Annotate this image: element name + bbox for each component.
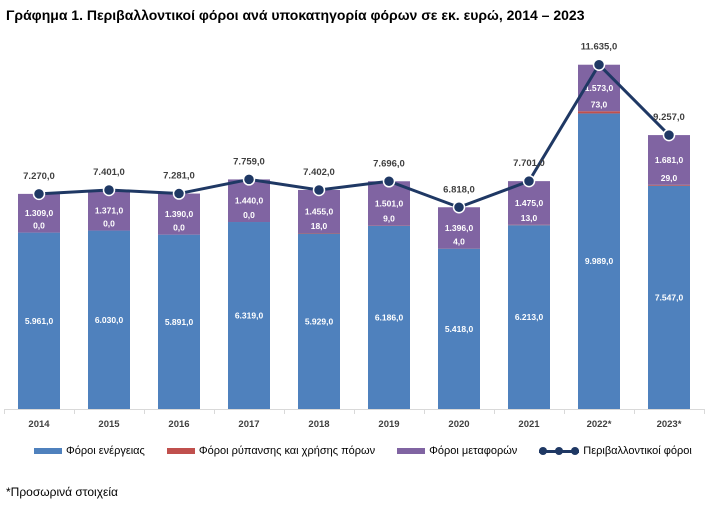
total-point bbox=[32, 187, 46, 201]
pollution-value-label: 4,0 bbox=[453, 237, 465, 247]
total-point bbox=[382, 175, 396, 188]
legend-item-transport: Φόροι μεταφορών bbox=[397, 445, 517, 457]
transport-value-label: 1.440,0 bbox=[235, 196, 264, 206]
stacked-bar-chart: 5.961,0 0,0 1.309,0 2014 6.030,0 0,0 1.371,0 20… bbox=[4, 42, 705, 430]
bar-segment bbox=[508, 225, 550, 409]
total-point bbox=[102, 183, 116, 197]
total-point bbox=[592, 58, 606, 71]
x-tick-label: 2023* bbox=[657, 419, 682, 430]
energy-value-label: 9.989,0 bbox=[585, 256, 614, 266]
total-value-label: 6.818,0 bbox=[443, 184, 475, 195]
energy-value-label: 5.929,0 bbox=[305, 316, 334, 326]
energy-value-label: 6.186,0 bbox=[375, 312, 404, 322]
legend-item-energy: Φόροι ενέργειας bbox=[34, 445, 145, 457]
x-tick-label: 2015 bbox=[98, 419, 120, 430]
energy-value-label: 6.213,0 bbox=[515, 312, 544, 322]
bar-segment bbox=[88, 190, 130, 231]
total-value-label: 11.635,0 bbox=[581, 42, 617, 53]
bar-segment bbox=[228, 179, 270, 223]
transport-value-label: 1.390,0 bbox=[165, 209, 194, 219]
bar-segment bbox=[648, 184, 690, 186]
bar-segment bbox=[438, 207, 480, 249]
bar-segment bbox=[158, 193, 200, 235]
transport-value-label: 1.396,0 bbox=[445, 223, 474, 233]
total-point bbox=[312, 183, 326, 197]
total-value-label: 9.257,0 bbox=[653, 112, 685, 123]
bar-segment bbox=[88, 230, 130, 409]
bar-segment bbox=[648, 135, 690, 185]
legend-item-pollution: Φόροι ρύπανσης και χρήσης πόρων bbox=[166, 445, 376, 457]
pollution-value-label: 0,0 bbox=[33, 221, 45, 231]
energy-value-label: 7.547,0 bbox=[655, 292, 684, 302]
pollution-value-label: 29,0 bbox=[661, 173, 678, 183]
chart-legend: Φόροι ενέργειας Φόροι ρύπανσης και χρήση… bbox=[34, 443, 713, 459]
total-point bbox=[662, 128, 676, 142]
total-value-label: 7.401,0 bbox=[93, 167, 125, 178]
legend-label-pollution: Φόροι ρύπανσης και χρήσης πόρων bbox=[198, 445, 376, 457]
pollution-value-label: 13,0 bbox=[521, 213, 538, 223]
total-value-label: 7.701,0 bbox=[513, 158, 545, 169]
legend-swatch-pollution bbox=[166, 448, 195, 454]
bar-segment bbox=[298, 189, 340, 234]
total-point bbox=[172, 187, 186, 200]
bar-segment bbox=[158, 234, 200, 409]
bar-segment bbox=[508, 181, 550, 225]
total-point bbox=[452, 201, 466, 214]
bar-segment bbox=[368, 225, 410, 409]
bar-segment bbox=[578, 111, 620, 114]
transport-value-label: 1.501,0 bbox=[375, 198, 404, 208]
bar-segment bbox=[578, 113, 620, 409]
transport-value-label: 1.455,0 bbox=[305, 207, 334, 217]
legend-label-energy: Φόροι ενέργειας bbox=[66, 445, 145, 457]
chart-title: Γράφημα 1. Περιβαλλοντικοί φόροι ανά υπο… bbox=[6, 7, 585, 23]
bar-segment bbox=[298, 233, 340, 234]
legend-line-marker-icon bbox=[539, 447, 580, 455]
energy-value-label: 6.319,0 bbox=[235, 311, 264, 321]
x-tick-label: 2021 bbox=[518, 419, 540, 430]
total-point bbox=[522, 174, 536, 188]
bar-segment bbox=[368, 181, 410, 226]
x-tick-label: 2018 bbox=[308, 419, 329, 430]
pollution-value-label: 0,0 bbox=[103, 219, 115, 229]
legend-swatch-energy bbox=[34, 448, 62, 454]
total-value-label: 7.696,0 bbox=[373, 158, 405, 169]
energy-value-label: 5.418,0 bbox=[445, 324, 474, 334]
total-value-label: 7.402,0 bbox=[303, 167, 335, 178]
transport-value-label: 1.309,0 bbox=[25, 208, 54, 218]
legend-swatch-transport bbox=[397, 448, 426, 454]
x-tick-label: 2020 bbox=[448, 419, 469, 430]
total-line bbox=[38, 63, 671, 209]
energy-value-label: 6.030,0 bbox=[95, 315, 124, 325]
bar-segment bbox=[298, 233, 340, 409]
pollution-value-label: 0,0 bbox=[243, 210, 255, 220]
bar-segment bbox=[18, 232, 60, 409]
pollution-value-label: 73,0 bbox=[591, 99, 608, 109]
pollution-value-label: 0,0 bbox=[173, 223, 185, 233]
legend-label-transport: Φόροι μεταφορών bbox=[429, 445, 518, 457]
legend-item-total: Περιβαλλοντικοί φόροι bbox=[539, 445, 692, 457]
bar-segment bbox=[648, 185, 690, 409]
x-tick-label: 2014 bbox=[28, 419, 50, 430]
bar-segment bbox=[228, 222, 270, 409]
x-tick-label: 2017 bbox=[238, 419, 259, 430]
total-value-label: 7.270,0 bbox=[23, 171, 55, 182]
energy-value-label: 5.891,0 bbox=[165, 317, 194, 327]
x-tick-label: 2019 bbox=[378, 419, 399, 430]
pollution-value-label: 18,0 bbox=[311, 221, 328, 231]
legend-label-total: Περιβαλλοντικοί φόροι bbox=[583, 445, 692, 457]
bar-segment bbox=[438, 248, 480, 409]
total-value-label: 7.759,0 bbox=[233, 156, 265, 167]
x-tick-label: 2016 bbox=[168, 419, 189, 430]
transport-value-label: 1.573,0 bbox=[585, 83, 614, 93]
transport-value-label: 1.371,0 bbox=[95, 205, 124, 215]
x-tick-label: 2022* bbox=[587, 419, 612, 430]
transport-value-label: 1.681,0 bbox=[655, 155, 684, 165]
total-point bbox=[242, 173, 256, 186]
pollution-value-label: 9,0 bbox=[383, 214, 395, 224]
energy-value-label: 5.961,0 bbox=[25, 316, 54, 326]
total-value-label: 7.281,0 bbox=[163, 171, 195, 182]
footnote: *Προσωρινά στοιχεία bbox=[6, 485, 118, 499]
bar-segment bbox=[18, 193, 60, 233]
transport-value-label: 1.475,0 bbox=[515, 198, 544, 208]
